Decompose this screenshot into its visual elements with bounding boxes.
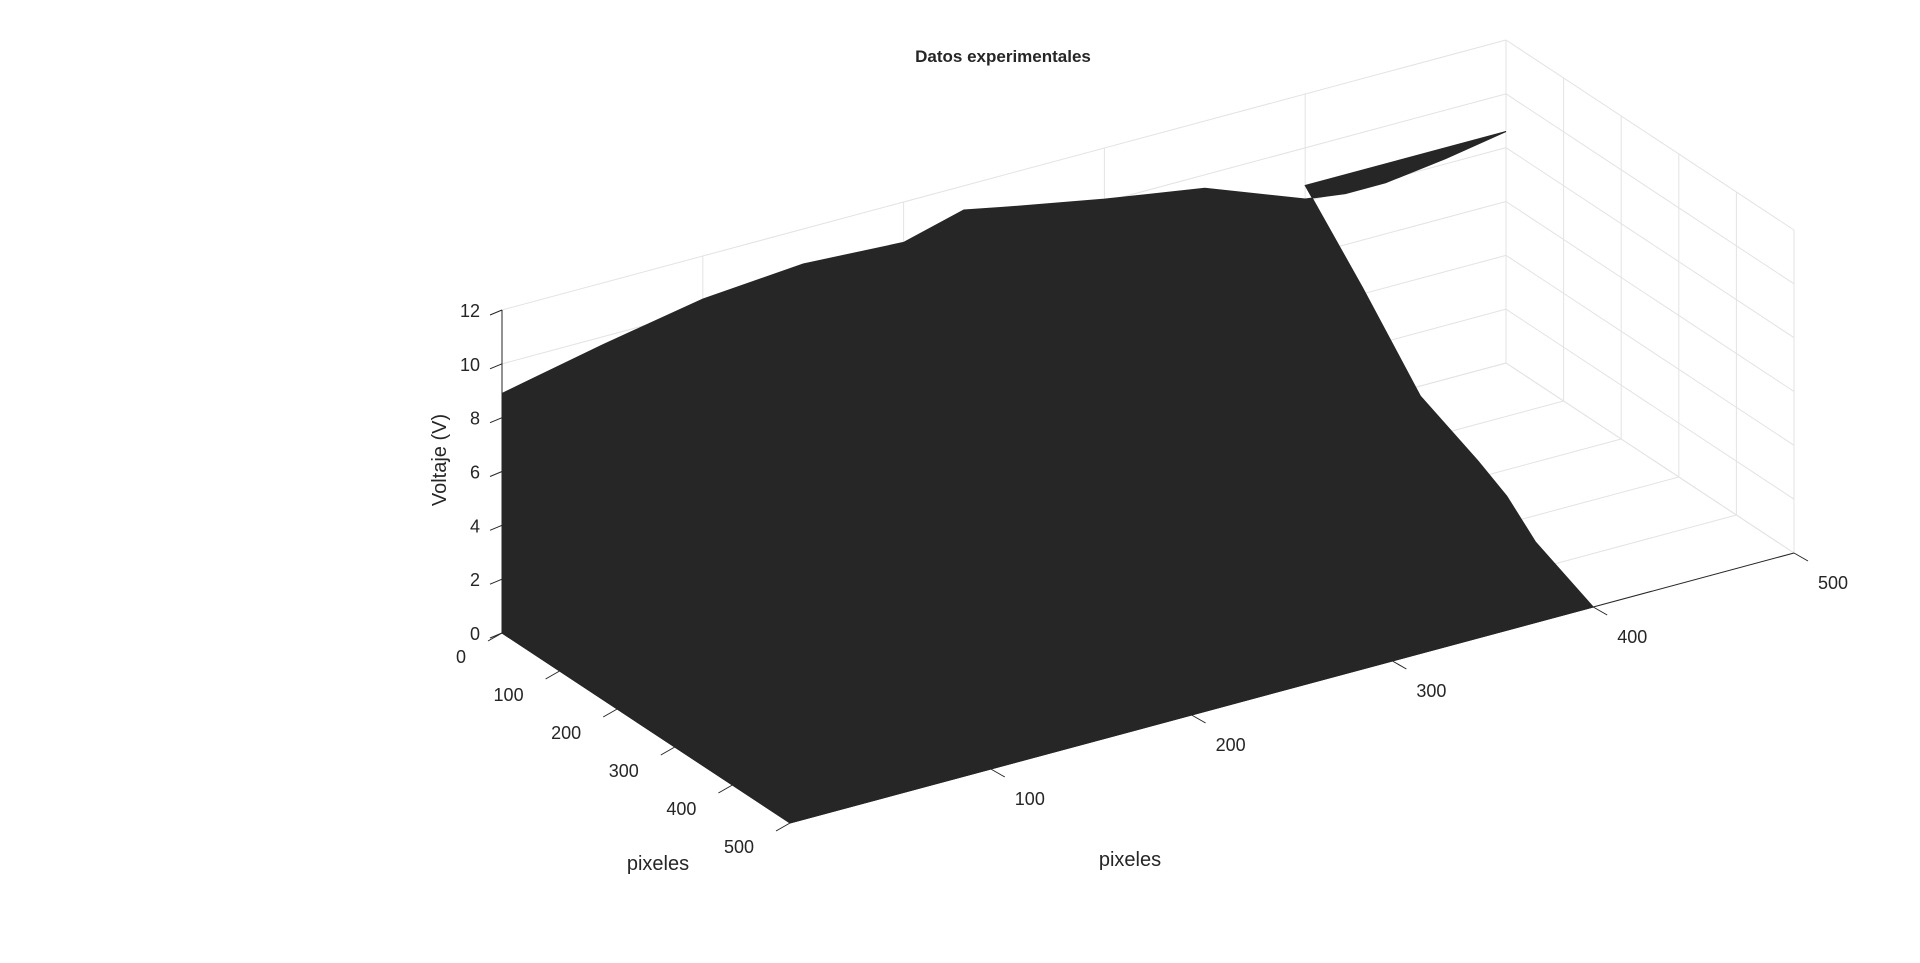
y-axis-label: pixeles xyxy=(1099,849,1161,871)
chart-title: Datos experimentales xyxy=(915,47,1091,66)
z-tick-mark xyxy=(489,309,503,316)
z-tick-label: 12 xyxy=(460,301,480,321)
z-tick-label: 8 xyxy=(470,409,480,429)
z-tick-mark xyxy=(489,524,503,531)
y-tick-label: 100 xyxy=(1015,789,1045,809)
z-tick-label: 10 xyxy=(460,355,480,375)
y-tick-mark xyxy=(1592,606,1608,616)
z-tick-label: 6 xyxy=(470,463,480,483)
x-tick-mark xyxy=(602,708,618,718)
y-tick-mark xyxy=(990,768,1006,778)
z-tick-label: 0 xyxy=(470,624,480,644)
side-wall-gridline xyxy=(1505,39,1795,231)
y-tick-label: 300 xyxy=(1416,681,1446,701)
x-tick-label: 200 xyxy=(551,723,581,743)
z-tick-mark xyxy=(489,578,503,585)
x-tick-label: 0 xyxy=(456,647,466,667)
side-wall-gridline xyxy=(1505,254,1795,446)
side-wall-gridline xyxy=(1505,147,1795,339)
z-tick-mark xyxy=(489,471,503,477)
axes-lines xyxy=(487,309,1809,832)
tick-labels: 0 2 4 6 8 10 12 0 100 200 300 400 500 100 200 300 400 500 xyxy=(456,301,1848,857)
z-axis-label: Voltaje (V) xyxy=(429,414,451,506)
x-tick-mark xyxy=(545,670,560,680)
x-tick-label: 500 xyxy=(724,837,754,857)
x-tick-label: 300 xyxy=(609,761,639,781)
floor-gridline xyxy=(1505,362,1795,554)
x-tick-label: 100 xyxy=(494,685,524,705)
x-tick-label: 400 xyxy=(666,799,696,819)
x-axis-line xyxy=(501,632,791,824)
x-tick-mark xyxy=(660,746,676,756)
y-axis-line xyxy=(789,552,1795,824)
z-tick-mark xyxy=(489,417,503,424)
y-tick-mark xyxy=(1793,552,1809,562)
y-tick-mark xyxy=(1191,714,1206,724)
surface-mesh xyxy=(501,131,1595,824)
side-wall-gridline xyxy=(1505,201,1795,392)
x-tick-mark xyxy=(718,784,733,794)
z-tick-mark xyxy=(489,363,503,370)
x-tick-mark xyxy=(775,822,791,832)
surface-group xyxy=(501,131,1595,824)
z-tick-label: 4 xyxy=(470,516,480,536)
x-tick-mark xyxy=(487,632,503,642)
side-wall-gridline xyxy=(1505,308,1795,500)
side-wall-gridline xyxy=(1505,93,1795,285)
z-tick-label: 2 xyxy=(470,570,480,590)
y-tick-mark xyxy=(1392,660,1407,670)
x-axis-label: pixeles xyxy=(627,853,689,875)
back-wall-gridline xyxy=(501,39,1507,311)
y-tick-label: 400 xyxy=(1617,627,1647,647)
y-tick-label: 500 xyxy=(1818,573,1848,593)
y-tick-label: 200 xyxy=(1216,735,1246,755)
